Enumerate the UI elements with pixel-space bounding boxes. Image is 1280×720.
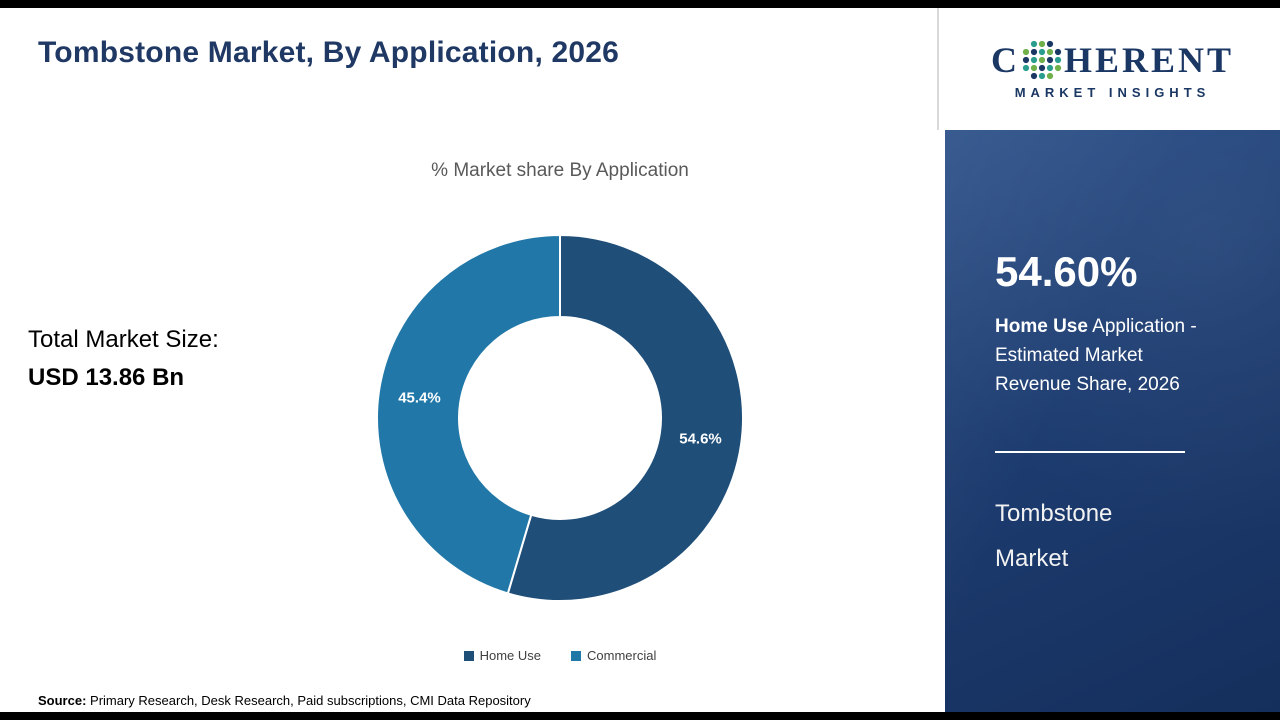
sidebar-divider [995,451,1185,453]
donut-slice-home-use [506,233,744,602]
market-name-line1: Tombstone [995,500,1113,527]
legend-swatch [571,650,582,661]
legend-item-home-use: Home Use [463,648,542,663]
total-market-size-label: Total Market Size: [28,326,219,353]
bottom-black-bar [0,712,1280,720]
market-name-line2: Market [995,545,1069,572]
logo-divider [937,8,939,130]
logo-dot-o-icon [1022,40,1062,79]
top-black-bar [0,0,1280,8]
source-text: Primary Research, Desk Research, Paid su… [86,693,531,708]
logo-letters-rest: HERENT [1063,39,1235,80]
logo-letter-c: C [990,39,1020,80]
stat-value: 54.60% [995,248,1138,295]
logo-subtitle: MARKET INSIGHTS [1014,84,1211,100]
legend-swatch [463,650,474,661]
legend-label: Home Use [479,648,542,663]
logo-wordmark: C HERENT [991,39,1234,81]
market-name: Tombstone Market [995,491,1235,581]
total-market-size: Total Market Size: USD 13.86 Bn [28,326,219,392]
slice-label: 45.4% [398,390,441,407]
stat-category: Home Use [995,316,1088,337]
legend-label: Commercial [587,648,657,663]
total-market-size-value: USD 13.86 Bn [28,364,185,391]
slice-label: 54.6% [679,430,722,447]
source-label: Source: [38,693,87,708]
stat-description: Home Use Application - Estimated Market … [995,312,1215,399]
logo: C HERENT MARKET INSIGHTS [945,8,1280,130]
legend-item-commercial: Commercial [571,648,656,663]
source-note: Source: Primary Research, Desk Research,… [38,693,531,708]
chart-legend: Home Use Commercial [260,648,860,663]
donut-chart: 54.6% 45.4% [375,233,745,603]
chart-title: % Market share By Application [431,160,689,181]
donut-slice-commercial [376,233,561,595]
right-sidebar: 54.60% Home Use Application - Estimated … [945,130,1280,712]
page-title: Tombstone Market, By Application, 2026 [38,36,620,69]
stat-description-rest: Application - Estimated Market Revenue S… [995,316,1197,395]
